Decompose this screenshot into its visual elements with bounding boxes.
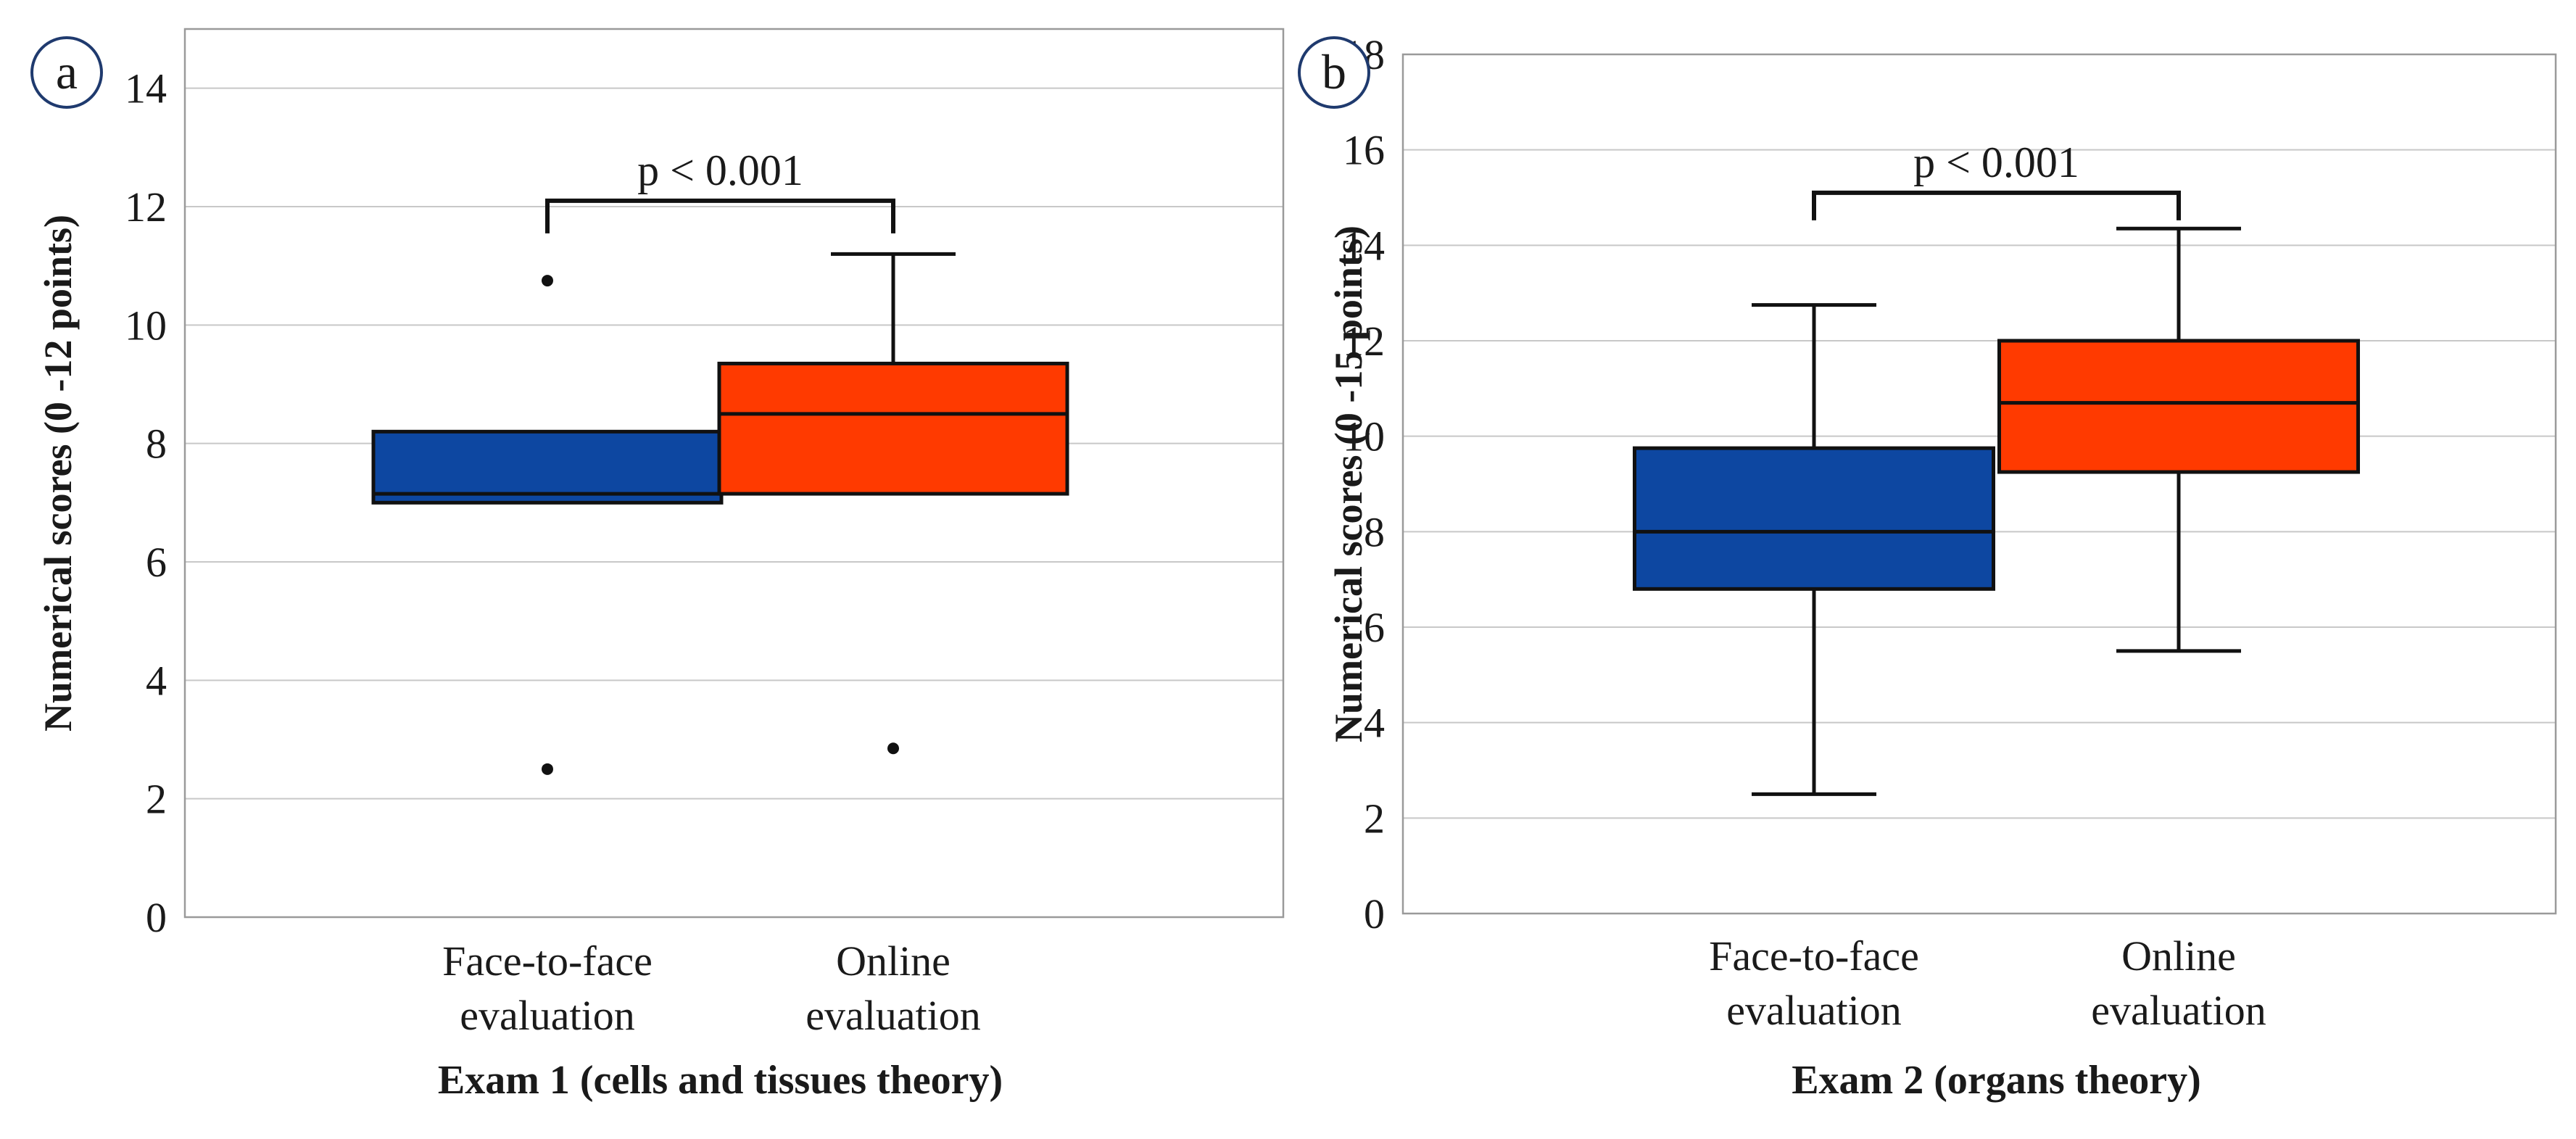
y-tick-label: 2 — [1364, 795, 1385, 842]
outlier-point — [542, 763, 553, 775]
panel-b: 024681012141618Face-to-faceevaluationOnl… — [1298, 31, 2557, 1103]
category-label: evaluation — [1726, 987, 1902, 1034]
box-iqr — [1997, 339, 2360, 474]
x-axis-title: Exam 1 (cells and tissues theory) — [438, 1058, 1003, 1103]
box-online — [717, 252, 1069, 755]
category-label: Face-to-face — [1709, 932, 1919, 979]
category-label: Online — [836, 937, 951, 985]
y-tick-label: 0 — [146, 894, 167, 941]
panel-label: a — [56, 44, 78, 99]
y-tick-label: 6 — [1364, 604, 1385, 651]
category-label: evaluation — [805, 992, 981, 1039]
y-tick-label: 10 — [1343, 413, 1385, 460]
significance-label: p < 0.001 — [637, 146, 803, 194]
panel-label: b — [1322, 44, 1346, 99]
panel-a: 0 2 4 6 8 10 12 14 Face-to-face evaluation Online e… — [30, 28, 1285, 1103]
y-axis-title: Numerical scores (0 -15 points) — [1327, 225, 1370, 742]
x-axis-title: Exam 2 (organs theory) — [1792, 1058, 2201, 1103]
box-online — [1997, 226, 2360, 653]
y-tick-label: 12 — [125, 183, 167, 231]
box-iqr — [1633, 446, 1995, 591]
category-label: Online — [2121, 932, 2236, 979]
box-face-to-face — [371, 275, 724, 775]
plot-frame — [183, 28, 1285, 919]
y-tick-label: 14 — [1343, 222, 1385, 269]
panel-label-circle — [1298, 36, 1370, 109]
significance-label: p < 0.001 — [1913, 138, 2079, 186]
y-tick-label: 0 — [1364, 890, 1385, 937]
box-face-to-face — [1633, 303, 1995, 796]
y-tick-label: 2 — [146, 776, 167, 823]
plot-frame — [1401, 53, 2557, 915]
category-label: evaluation — [460, 992, 635, 1039]
panel-label-circle — [30, 36, 103, 109]
outlier-point — [542, 275, 553, 287]
category-label: evaluation — [2091, 987, 2266, 1034]
y-tick-label: 10 — [125, 302, 167, 349]
y-tick-label: 8 — [146, 421, 167, 468]
y-tick-label: 14 — [125, 65, 167, 112]
box-iqr — [717, 361, 1069, 496]
significance-bracket — [1812, 190, 2181, 220]
significance-bracket — [545, 198, 895, 233]
y-tick-label: 4 — [146, 657, 167, 704]
y-tick-label: 6 — [146, 539, 167, 586]
y-tick-label: 4 — [1364, 700, 1385, 747]
y-tick-label: 16 — [1343, 127, 1385, 174]
category-label: Face-to-face — [442, 937, 653, 985]
box-iqr — [371, 429, 724, 505]
y-tick-label: 8 — [1364, 508, 1385, 555]
outlier-point — [887, 742, 899, 755]
y-tick-label: 12 — [1343, 318, 1385, 365]
y-axis-title: Numerical scores (0 -12 points) — [36, 215, 80, 732]
